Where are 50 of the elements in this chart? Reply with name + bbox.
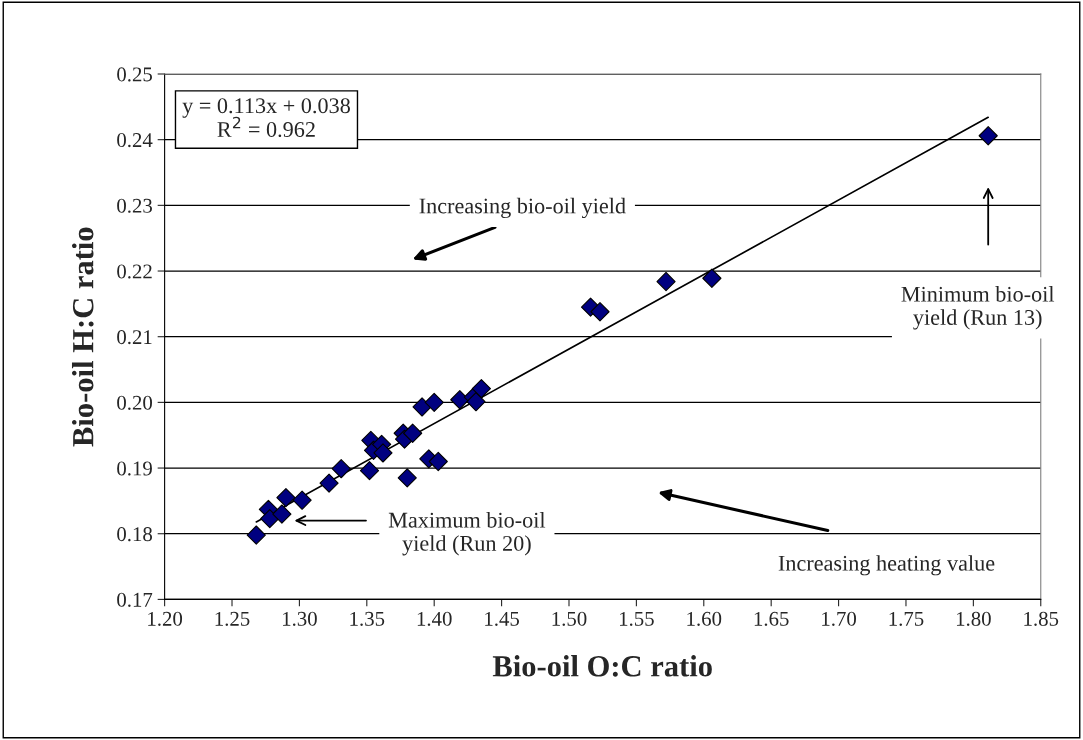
point (702, 268, 722, 288)
y-tick-label: 0.23 (117, 198, 152, 213)
point (590, 302, 610, 322)
x-tick-label: 1.55 (619, 611, 654, 626)
point (424, 392, 444, 412)
y-tick-label: 0.19 (117, 461, 152, 476)
x-tick-label: 1.40 (417, 611, 452, 626)
point (359, 461, 380, 481)
y-tick-label: 0.18 (117, 527, 153, 542)
point (450, 390, 470, 410)
x-tick-label: 1.20 (148, 611, 183, 626)
x-tick-label: 1.80 (956, 611, 991, 626)
point (466, 392, 486, 412)
y-tick-label: 0.25 (117, 67, 152, 82)
x-tick-label: 1.50 (552, 611, 587, 626)
point (373, 443, 393, 463)
point (978, 126, 998, 146)
point (428, 451, 448, 472)
y-axis-title: Bio-oil H:C ratio (71, 227, 94, 447)
point (656, 271, 676, 292)
annotation: Increasing bio-oil yield (419, 197, 626, 219)
annotation: Increasing heating value (778, 555, 995, 576)
y-tick-label: 0.24 (117, 133, 153, 148)
point (331, 459, 351, 479)
annotation: Minimum bio-oil yield (Run 13) (901, 286, 1055, 330)
point (397, 468, 417, 488)
x-tick-label: 1.70 (822, 611, 857, 626)
x-tick-label: 1.65 (754, 611, 789, 626)
point (272, 504, 292, 524)
x-tick-label: 1.60 (687, 611, 722, 626)
point (260, 509, 280, 529)
point (319, 473, 339, 493)
point (403, 423, 423, 443)
x-tick-label: 1.85 (1024, 611, 1059, 626)
point (276, 487, 296, 508)
annotation: y = 0.113x + 0.038 R$^{2}$ = 0.962 (182, 98, 350, 138)
y-tick-label: 0.17 (117, 592, 153, 607)
point (292, 490, 312, 510)
annotation: Maximum bio-oil yield (Run 20) (388, 512, 546, 556)
x-tick-label: 1.45 (485, 611, 520, 626)
x-tick-label: 1.75 (889, 611, 924, 626)
x-tick-label: 1.35 (350, 611, 385, 626)
y-tick-label: 0.20 (117, 395, 153, 410)
point (471, 378, 491, 399)
point (246, 525, 266, 545)
x-tick-label: 1.25 (215, 611, 250, 626)
y-tick-label: 0.22 (117, 264, 152, 279)
y-tick-label: 0.21 (117, 330, 152, 345)
x-tick-label: 1.30 (283, 611, 317, 626)
x-axis-title: Bio-oil O:C ratio (492, 655, 712, 677)
